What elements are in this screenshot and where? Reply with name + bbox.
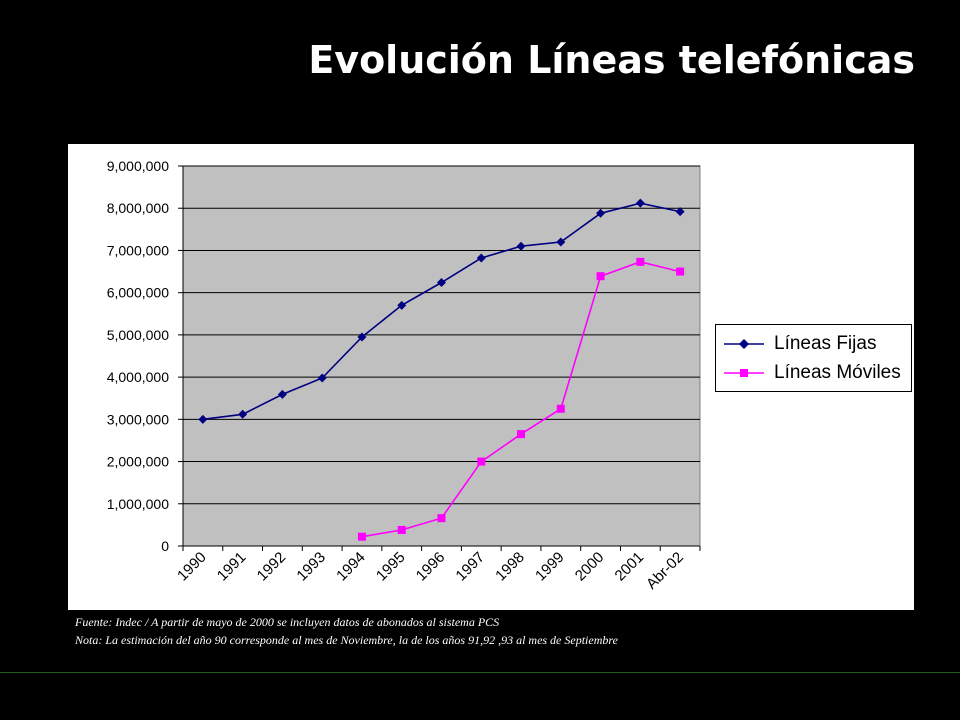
legend-label: Líneas Móviles <box>774 362 901 383</box>
y-tick-label: 0 <box>161 538 169 554</box>
y-tick-label: 5,000,000 <box>107 327 169 343</box>
x-tick-label: 1991 <box>214 549 250 585</box>
chart-panel: 0 1,000,000 2,000,000 3,000,000 4,000,000 5,0… <box>68 144 914 610</box>
y-tick-label: 1,000,000 <box>107 496 169 512</box>
data-point-diamond <box>437 278 446 288</box>
plot-area <box>182 165 701 547</box>
data-point-diamond <box>635 198 645 208</box>
y-tick-label: 8,000,000 <box>107 200 169 216</box>
data-point-square <box>397 525 406 534</box>
y-tick-label: 4,000,000 <box>107 369 169 385</box>
chart-notes: Fuente: Indec / A partir de mayo de 2000… <box>75 613 618 649</box>
data-point-diamond <box>596 208 606 218</box>
x-tick-label: 1996 <box>413 549 449 585</box>
slide-title: Evolución Líneas telefónicas <box>308 38 915 82</box>
data-point-diamond <box>675 207 685 217</box>
x-tick-label: 1990 <box>174 549 210 585</box>
x-tick-label: 1999 <box>532 549 568 585</box>
square-marker-icon <box>724 369 764 377</box>
x-tick-label: 1993 <box>293 549 329 585</box>
data-point-diamond <box>397 300 407 310</box>
data-point-square <box>676 267 685 276</box>
bottom-divider <box>0 672 960 673</box>
x-tick-label: 1997 <box>452 549 488 585</box>
x-tick-label: 1998 <box>492 549 528 585</box>
y-tick-label: 7,000,000 <box>107 242 169 258</box>
diamond-marker-icon <box>724 339 764 349</box>
data-point-square <box>357 532 366 541</box>
x-tick-label: Abr-02 <box>643 549 687 593</box>
data-point-square <box>437 514 446 523</box>
legend-item-lineas-fijas: Líneas Fijas <box>724 331 876 357</box>
data-point-diamond <box>556 237 566 247</box>
x-tick-label: 2001 <box>612 549 648 585</box>
y-tick-label: 3,000,000 <box>107 411 169 427</box>
data-point-square <box>636 257 645 266</box>
estimation-note: Nota: La estimación del año 90 correspon… <box>75 633 618 647</box>
data-point-square <box>477 457 486 466</box>
y-tick-label: 9,000,000 <box>107 158 169 174</box>
data-point-square <box>596 272 605 281</box>
chart-legend: Líneas Fijas Líneas Móviles <box>715 324 912 392</box>
data-point-diamond <box>357 332 367 342</box>
data-point-diamond <box>198 414 208 424</box>
data-point-diamond <box>476 253 486 263</box>
source-note: Fuente: Indec / A partir de mayo de 2000… <box>75 615 500 629</box>
data-point-square <box>556 404 565 413</box>
y-tick-label: 2,000,000 <box>107 454 169 470</box>
legend-label: Líneas Fijas <box>774 333 877 354</box>
data-point-square <box>517 430 526 439</box>
data-point-diamond <box>516 241 526 251</box>
line-chart: 0 1,000,000 2,000,000 3,000,000 4,000,000 5,0… <box>107 158 701 593</box>
legend-item-lineas-moviles: Líneas Móviles <box>724 360 901 386</box>
x-tick-label: 1994 <box>333 549 369 585</box>
y-tick-label: 6,000,000 <box>107 285 169 301</box>
data-point-diamond <box>238 409 248 419</box>
x-tick-label: 1992 <box>254 549 290 585</box>
x-tick-label: 2000 <box>572 549 608 585</box>
data-point-diamond <box>277 389 287 399</box>
x-tick-label: 1995 <box>373 549 409 585</box>
data-point-diamond <box>317 373 327 383</box>
